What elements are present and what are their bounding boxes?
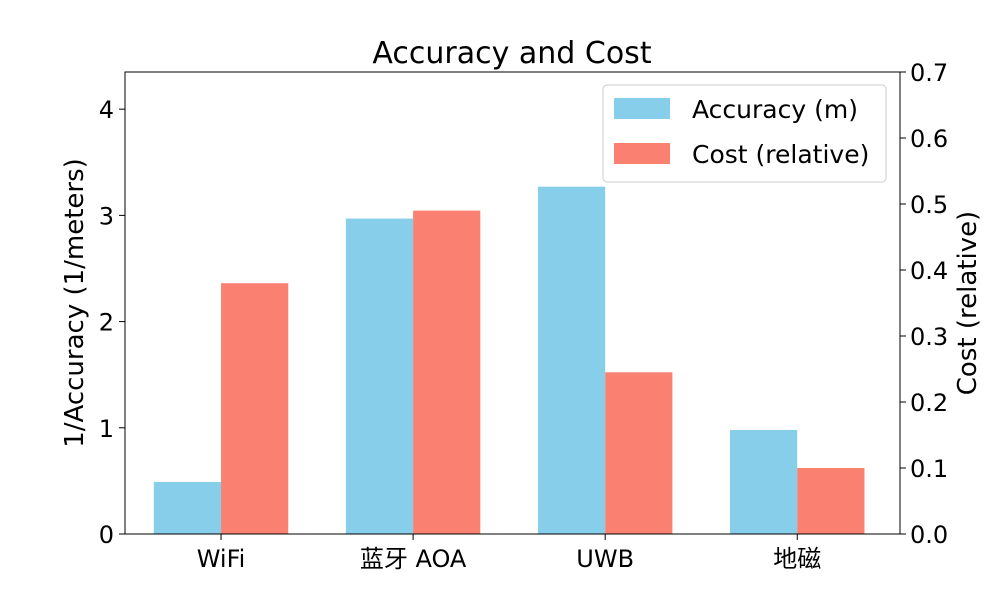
legend-label-cost: Cost (relative) — [692, 140, 869, 169]
x-axis-ticks: WiFi 蓝牙 AOA UWB 地磁 — [197, 534, 821, 573]
plot-frame — [124, 71, 901, 535]
right-tick-label: 0.7 — [910, 59, 948, 87]
bar-cost-0 — [221, 283, 289, 534]
left-axis-ticks: 0 1 2 3 4 — [99, 96, 125, 549]
legend-label-accuracy: Accuracy (m) — [692, 95, 858, 124]
bar-accuracy-0 — [153, 481, 222, 534]
bar-accuracy-1 — [345, 218, 414, 534]
bar-cost-3 — [797, 468, 865, 534]
bar-cost-2 — [605, 372, 673, 534]
right-tick-label: 0.0 — [910, 521, 948, 549]
right-tick-label: 0.2 — [910, 389, 948, 417]
y-axis-right-label: Cost (relative) — [953, 211, 983, 395]
bar-accuracy-3 — [730, 429, 798, 534]
left-tick-label: 1 — [99, 415, 114, 443]
left-tick-label: 0 — [99, 521, 114, 549]
bar-cost-1 — [413, 210, 481, 534]
right-tick-label: 0.4 — [910, 257, 948, 285]
right-tick-label: 0.1 — [910, 455, 948, 483]
bar-accuracy-2 — [537, 186, 606, 535]
right-tick-label: 0.6 — [910, 125, 948, 153]
chart-title: Accuracy and Cost — [372, 36, 651, 71]
legend-box — [602, 84, 887, 183]
bars-group — [153, 186, 865, 535]
x-tick-label: 地磁 — [773, 545, 821, 573]
left-tick-label: 2 — [99, 309, 114, 337]
right-axis-ticks: 0.0 0.1 0.2 0.3 0.4 0.5 0.6 0.7 — [900, 59, 948, 549]
x-tick-label: WiFi — [197, 545, 246, 573]
x-tick-label: 蓝牙 AOA — [360, 545, 467, 573]
x-tick-label: UWB — [576, 545, 634, 573]
right-tick-label: 0.3 — [910, 323, 948, 351]
left-tick-label: 4 — [99, 96, 114, 124]
legend: Accuracy (m) Cost (relative) — [602, 84, 887, 183]
y-axis-left-label: 1/Accuracy (1/meters) — [60, 158, 90, 448]
right-tick-label: 0.5 — [910, 191, 948, 219]
left-tick-label: 3 — [99, 202, 114, 230]
legend-swatch-accuracy — [614, 98, 670, 119]
legend-swatch-cost — [614, 143, 670, 164]
